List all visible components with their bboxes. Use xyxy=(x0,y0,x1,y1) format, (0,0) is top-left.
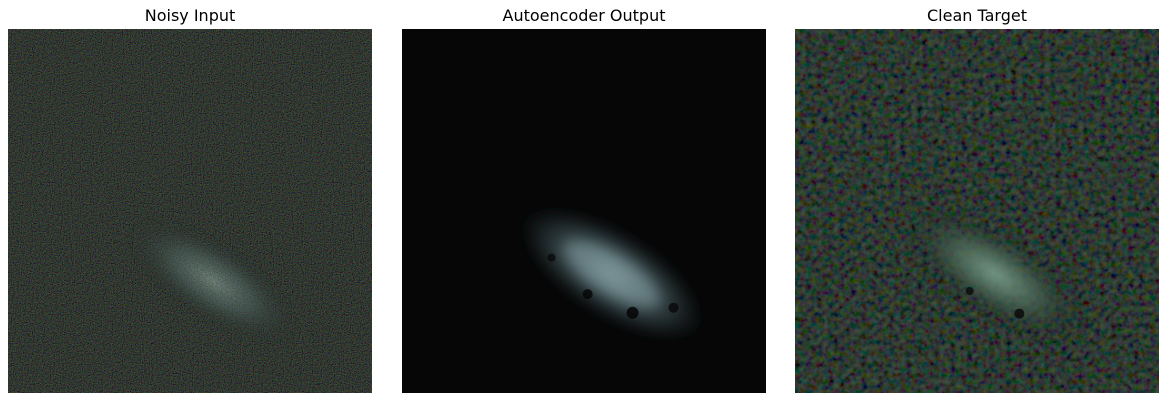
panel-title: Noisy Input xyxy=(144,6,236,25)
panel-title: Autoencoder Output xyxy=(502,6,666,25)
clean-galaxy-image xyxy=(795,29,1159,393)
denoised-galaxy-image xyxy=(402,29,766,393)
panel-clean-target: Clean Target xyxy=(795,0,1159,406)
panel-title: Clean Target xyxy=(927,6,1027,25)
noisy-galaxy-image xyxy=(8,29,372,393)
panel-autoencoder-output: Autoencoder Output xyxy=(402,0,766,406)
panel-noisy-input: Noisy Input xyxy=(8,0,372,406)
